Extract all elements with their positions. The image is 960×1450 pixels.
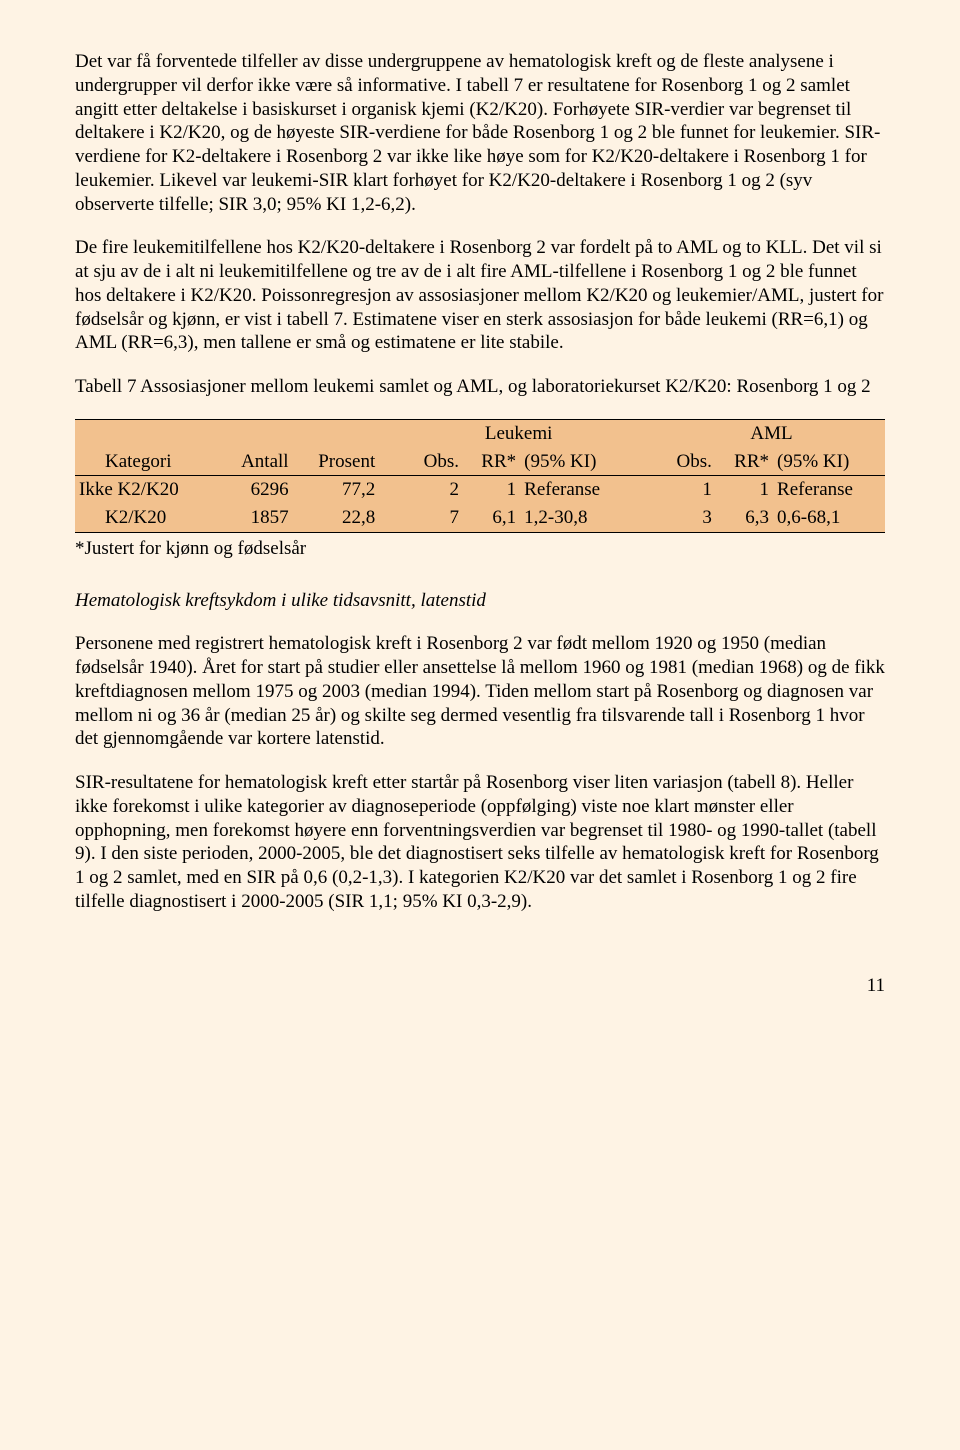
col-obs-a: Obs. bbox=[658, 448, 716, 476]
section-heading: Hematologisk kreftsykdom i ulike tidsavs… bbox=[75, 589, 885, 613]
page-number: 11 bbox=[75, 974, 885, 998]
col-obs-l: Obs. bbox=[405, 448, 463, 476]
cell-l-rr: 1 bbox=[463, 476, 520, 504]
page-content: Det var få forventede tilfeller av disse… bbox=[0, 0, 960, 1037]
cell-a-ki: 0,6-68,1 bbox=[773, 504, 885, 532]
paragraph-3: Personene med registrert hematologisk kr… bbox=[75, 632, 885, 751]
cell-l-ki: 1,2-30,8 bbox=[520, 504, 632, 532]
cell-prosent: 22,8 bbox=[293, 504, 380, 532]
cell-prosent: 77,2 bbox=[293, 476, 380, 504]
cell-l-rr: 6,1 bbox=[463, 504, 520, 532]
cell-a-obs: 3 bbox=[658, 504, 716, 532]
table-row: Ikke K2/K20 6296 77,2 2 1 Referanse 1 1 … bbox=[75, 476, 885, 504]
col-ki-l: (95% KI) bbox=[520, 448, 632, 476]
col-leukemi: Leukemi bbox=[405, 419, 632, 447]
col-prosent: Prosent bbox=[293, 419, 380, 476]
cell-antall: 1857 bbox=[219, 504, 293, 532]
paragraph-4: SIR-resultatene for hematologisk kreft e… bbox=[75, 771, 885, 914]
spacer bbox=[379, 419, 405, 476]
table-row: K2/K20 1857 22,8 7 6,1 1,2-30,8 3 6,3 0,… bbox=[75, 504, 885, 532]
table-footnote: *Justert for kjønn og fødselsår bbox=[75, 537, 885, 561]
spacer bbox=[632, 419, 658, 476]
col-rr-l: RR* bbox=[463, 448, 520, 476]
cell-l-obs: 7 bbox=[405, 504, 463, 532]
col-aml: AML bbox=[658, 419, 885, 447]
col-rr-a: RR* bbox=[716, 448, 773, 476]
col-antall: Antall bbox=[219, 419, 293, 476]
paragraph-1: Det var få forventede tilfeller av disse… bbox=[75, 50, 885, 216]
cell-kategori: K2/K20 bbox=[75, 504, 219, 532]
cell-a-ki: Referanse bbox=[773, 476, 885, 504]
col-ki-a: (95% KI) bbox=[773, 448, 885, 476]
cell-a-obs: 1 bbox=[658, 476, 716, 504]
paragraph-2: De fire leukemitilfellene hos K2/K20-del… bbox=[75, 236, 885, 355]
table-caption: Tabell 7 Assosiasjoner mellom leukemi sa… bbox=[75, 375, 885, 399]
cell-a-rr: 1 bbox=[716, 476, 773, 504]
col-kategori: Kategori bbox=[75, 419, 219, 476]
cell-l-ki: Referanse bbox=[520, 476, 632, 504]
cell-antall: 6296 bbox=[219, 476, 293, 504]
cell-kategori: Ikke K2/K20 bbox=[75, 476, 219, 504]
table-7: Kategori Antall Prosent Leukemi AML Obs.… bbox=[75, 419, 885, 533]
cell-a-rr: 6,3 bbox=[716, 504, 773, 532]
cell-l-obs: 2 bbox=[405, 476, 463, 504]
